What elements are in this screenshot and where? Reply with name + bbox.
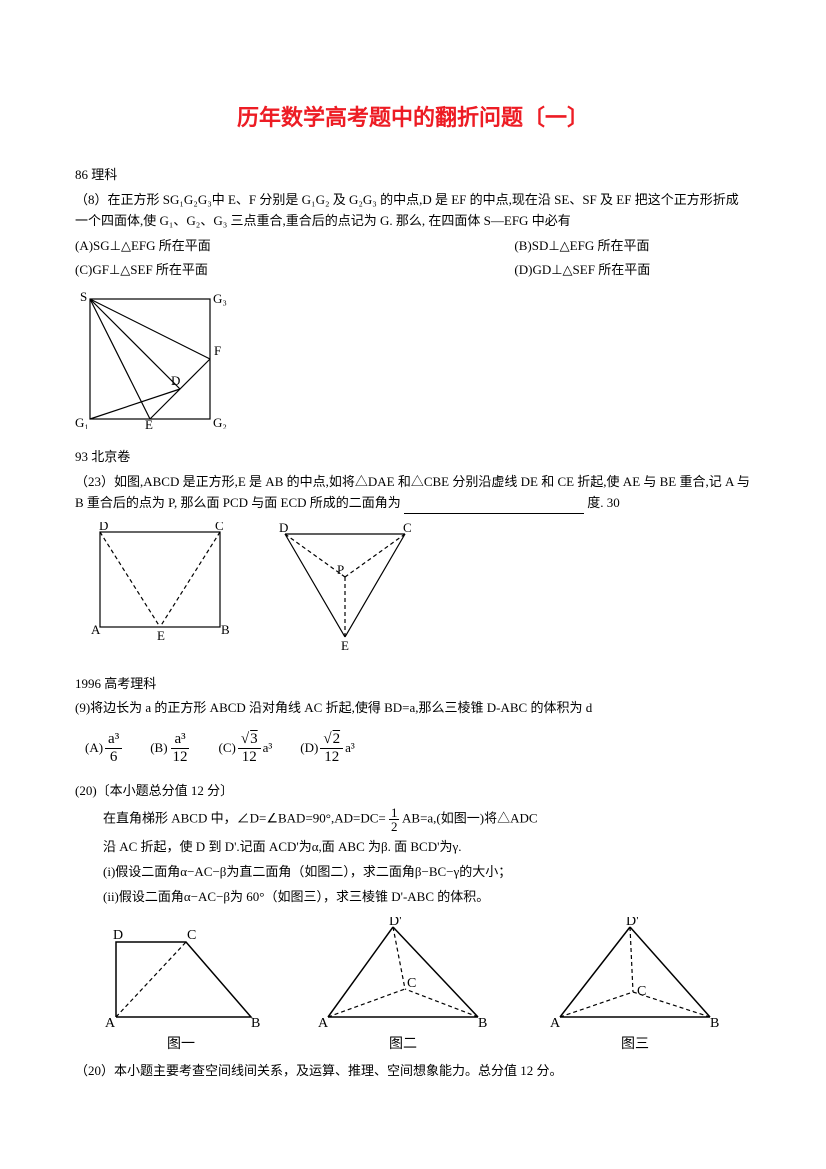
p4-figures: D C A B 图一 D' C A B 图二 D' (75, 917, 751, 1056)
p1-text: （8）在正方形 SG₁G₂G₃中 E、F 分别是 G₁G₂ 及 G₂G₃ 的中点… (75, 190, 751, 232)
p4-cap2: 图二 (313, 1034, 493, 1056)
svg-text:C: C (215, 522, 224, 533)
p3-optB: (B) a³12 (150, 731, 190, 765)
svg-text:C: C (637, 984, 646, 999)
p1-header: 86 理科 (75, 165, 751, 186)
p3-options: (A) a³6 (B) a³12 (C) √312 a³ (D) √212 a³ (85, 731, 751, 765)
svg-text:G₂: G₂ (213, 415, 227, 429)
p4-line4: (ii)假设二面角α−AC−β为 60°（如图三），求三棱锥 D'-ABC 的体… (75, 887, 751, 908)
p1-options-row2: (C)GF⊥△SEF 所在平面 (D)GD⊥△SEF 所在平面 (75, 260, 751, 281)
p3-optC: (C) √312 a³ (219, 731, 273, 765)
p4-line2: 沿 AC 折起，使 D 到 D'.记面 ACD'为α,面 ABC 为β. 面 B… (75, 837, 751, 858)
p1-optC: (C)GF⊥△SEF 所在平面 (75, 260, 514, 281)
p2-text-suffix: 度. 30 (587, 495, 620, 510)
svg-text:B: B (221, 622, 230, 637)
p3-text: (9)将边长为 a 的正方形 ABCD 沿对角线 AC 折起,使得 BD=a,那… (75, 698, 751, 719)
svg-text:D': D' (626, 917, 639, 929)
svg-text:E: E (145, 417, 153, 429)
p3-header: 1996 高考理科 (75, 674, 751, 695)
p1-optA: (A)SG⊥△EFG 所在平面 (75, 236, 514, 257)
svg-text:G₁: G₁ (75, 415, 89, 429)
p3-optD: (D) √212 a³ (300, 731, 354, 765)
svg-text:A: A (91, 622, 101, 637)
p4-header: (20)〔本小题总分值 12 分〕 (75, 781, 751, 802)
p2-header: 93 北京卷 (75, 447, 751, 468)
svg-text:G₃: G₃ (213, 291, 227, 306)
svg-text:A: A (105, 1016, 116, 1031)
p1-optB: (B)SD⊥△EFG 所在平面 (514, 236, 751, 257)
svg-text:B: B (478, 1016, 487, 1031)
p4-line1: 在直角梯形 ABCD 中，∠D=∠BAD=90°,AD=DC= 12 AB=a,… (75, 806, 751, 833)
p2-blank (404, 500, 584, 514)
svg-text:D: D (113, 928, 123, 943)
svg-text:D: D (279, 522, 288, 535)
footer-text: （20）本小题主要考查空间线间关系，及运算、推理、空间想象能力。总分值 12 分… (75, 1061, 751, 1082)
svg-text:S: S (80, 289, 87, 304)
p1-options-row1: (A)SG⊥△EFG 所在平面 (B)SD⊥△EFG 所在平面 (75, 236, 751, 257)
p4-cap1: 图一 (101, 1034, 261, 1056)
svg-text:C: C (403, 522, 412, 535)
svg-text:F: F (214, 343, 221, 358)
p1-figure: S G₃ G₁ G₂ E F D (75, 289, 751, 429)
p1-optD: (D)GD⊥△SEF 所在平面 (514, 260, 751, 281)
svg-text:C: C (187, 928, 196, 943)
p3-optA: (A) a³6 (85, 731, 122, 765)
svg-text:B: B (710, 1016, 719, 1031)
p2-figures: D C A B E D C P E (85, 522, 751, 652)
svg-text:D: D (99, 522, 108, 533)
svg-text:D: D (171, 373, 180, 388)
svg-text:B: B (251, 1016, 260, 1031)
p2-text: （23）如图,ABCD 是正方形,E 是 AB 的中点,如将△DAE 和△CBE… (75, 472, 751, 514)
svg-text:E: E (157, 628, 165, 642)
svg-text:A: A (318, 1016, 329, 1031)
svg-text:E: E (341, 638, 349, 652)
page-title: 历年数学高考题中的翻折问题〔一〕 (75, 100, 751, 135)
p4-cap3: 图三 (545, 1034, 725, 1056)
svg-text:P: P (337, 562, 344, 577)
svg-text:A: A (550, 1016, 561, 1031)
svg-text:C: C (407, 976, 416, 991)
svg-text:D': D' (389, 917, 402, 929)
p4-line3: (i)假设二面角α−AC−β为直二面角（如图二），求二面角β−BC−γ的大小； (75, 862, 751, 883)
